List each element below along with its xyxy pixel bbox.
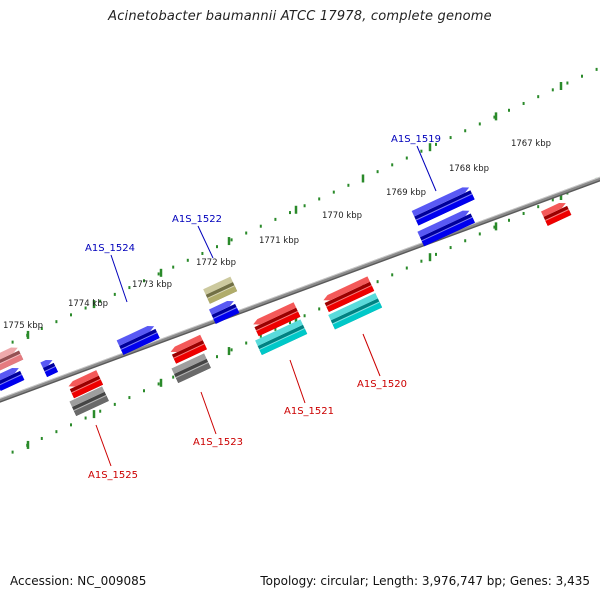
tick-label: 1769 kbp bbox=[386, 188, 426, 198]
gene-A1S_1520-rna[interactable] bbox=[328, 292, 383, 330]
label-leaders bbox=[95, 145, 437, 467]
gene-A1S_1520[interactable] bbox=[322, 276, 375, 313]
tick-label: 1772 kbp bbox=[196, 258, 236, 268]
gene-A1S_1525[interactable] bbox=[67, 370, 104, 399]
map-title: Acinetobacter baumannii ATCC 17978, comp… bbox=[108, 9, 492, 24]
leader-A1S_1523 bbox=[200, 391, 217, 435]
gene-A1S_1521[interactable] bbox=[252, 302, 301, 337]
gene-label-A1S_1525[interactable]: A1S_1525 bbox=[88, 470, 138, 481]
tick-labels: 1767 kbp 1768 kbp 1769 kbp 1770 kbp 1771 kbp… bbox=[3, 139, 551, 331]
gene-label-A1S_1522[interactable]: A1S_1522 bbox=[172, 214, 222, 225]
genome-backbone bbox=[0, 176, 600, 403]
gene-label-A1S_1524[interactable]: A1S_1524 bbox=[85, 243, 135, 254]
tick-label: 1767 kbp bbox=[511, 139, 551, 149]
leader-A1S_1521 bbox=[289, 359, 306, 404]
genome-summary-text: Topology: circular; Length: 3,976,747 bp… bbox=[260, 574, 590, 588]
tick-label: 1770 kbp bbox=[322, 211, 362, 221]
gene-A1S_1521-rna[interactable] bbox=[255, 319, 308, 356]
leader-A1S_1519 bbox=[416, 145, 437, 192]
gene-labels: A1S_1519 A1S_1522 A1S_1524 A1S_1520 A1S_1521… bbox=[85, 134, 441, 481]
tick-label: 1773 kbp bbox=[132, 280, 172, 290]
gene-label-A1S_1519[interactable]: A1S_1519 bbox=[391, 134, 441, 145]
tick-label: 1775 kbp bbox=[3, 321, 43, 331]
gene-A1S_1522-pseudo[interactable] bbox=[203, 276, 238, 304]
gene-features bbox=[0, 185, 572, 417]
gene-A1S_1519-upper[interactable] bbox=[411, 185, 475, 226]
leader-A1S_1524 bbox=[110, 254, 128, 303]
gene-A1S_1517[interactable] bbox=[540, 200, 572, 226]
tick-label: 1771 kbp bbox=[259, 236, 299, 246]
accession-text: Accession: NC_009085 bbox=[10, 574, 147, 588]
gene-A1S_1522[interactable] bbox=[208, 298, 240, 324]
gene-A1S_1524[interactable] bbox=[116, 323, 160, 355]
leader-A1S_1520 bbox=[362, 333, 381, 377]
gene-A1S_1519-lower[interactable] bbox=[417, 208, 475, 247]
tick-label: 1774 kbp bbox=[68, 299, 108, 309]
gene-label-A1S_1520[interactable]: A1S_1520 bbox=[357, 379, 407, 390]
gene-A1S_1523[interactable] bbox=[169, 334, 207, 364]
tick-label: 1768 kbp bbox=[449, 164, 489, 174]
gene-A1S_1526[interactable] bbox=[40, 357, 58, 377]
leader-A1S_1525 bbox=[95, 424, 112, 467]
gene-label-A1S_1521[interactable]: A1S_1521 bbox=[284, 406, 334, 417]
gene-A1S_1523-pseudo[interactable] bbox=[171, 353, 211, 384]
leader-A1S_1522 bbox=[197, 225, 214, 259]
gene-A1S_1528[interactable] bbox=[0, 345, 24, 372]
gene-label-A1S_1523[interactable]: A1S_1523 bbox=[193, 437, 243, 448]
gene-A1S_1525-pseudo[interactable] bbox=[69, 386, 109, 417]
gene-A1S_1527[interactable] bbox=[0, 365, 25, 391]
